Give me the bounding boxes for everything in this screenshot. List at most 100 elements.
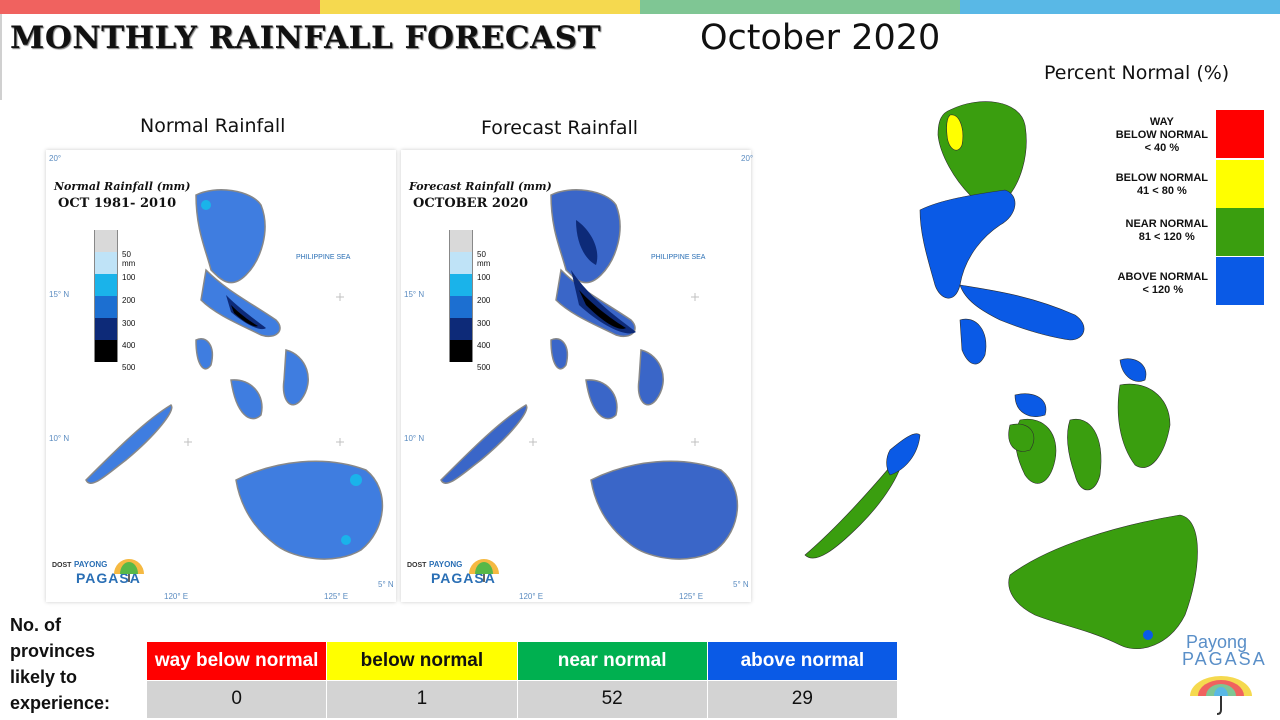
legend-swatch-blue: [1216, 257, 1264, 305]
dost-label: DOST: [52, 562, 72, 569]
provinces-count-row: 0 1 52 29: [145, 679, 899, 719]
category-near-normal: near normal: [516, 641, 708, 681]
scale-label-500: 500: [122, 363, 136, 372]
scale-label-300: 300: [477, 319, 491, 328]
mindanao: [590, 460, 739, 560]
normal-map-label: Normal Rainfall (mm): [54, 180, 191, 193]
title-divider: [0, 14, 2, 100]
top-bar-blue: [960, 0, 1280, 14]
logo-payong-text: Payong: [1186, 632, 1248, 652]
lat-label-20: 20°: [741, 154, 754, 163]
legend-label-way-below: WAY BELOW NORMAL < 40 %: [1115, 116, 1208, 154]
sea-label: PHILIPPINE SEA: [651, 254, 706, 261]
forecast-dark-north: [576, 220, 598, 265]
legend-swatch-yellow: [1216, 160, 1264, 208]
catanduanes-blue: [1119, 358, 1147, 382]
sea-label: PHILIPPINE SEA: [296, 254, 351, 261]
samar-leyte: [637, 349, 664, 406]
dost-label: DOST: [407, 562, 427, 569]
top-bar-red: [0, 0, 320, 14]
forecast-rainfall-map: Forecast Rainfall (mm) OCTOBER 2020 50 m…: [401, 150, 754, 602]
legend-label-near: NEAR NORMAL 81 < 120 %: [1125, 218, 1209, 243]
legend-below-normal: BELOW NORMAL 41 < 80 %: [1100, 160, 1280, 210]
lat-label-10: 10° N: [49, 434, 70, 443]
scale-label-300: 300: [122, 319, 136, 328]
page-title: MONTHLY RAINFALL FORECAST: [10, 20, 602, 56]
scale-label-400: 400: [477, 341, 491, 350]
scale-swatch-50: [449, 230, 473, 252]
lon-label-120: 120° E: [519, 592, 544, 601]
normal-light-spot-3: [341, 535, 351, 545]
mindanao: [235, 460, 384, 560]
panay-negros: [230, 379, 263, 420]
category-above-normal: above normal: [706, 641, 899, 681]
samar-leyte: [282, 349, 309, 406]
normal-map-graphic: [85, 189, 384, 560]
scale-swatch-50: [94, 230, 118, 252]
count-way-below-normal: 0: [145, 679, 328, 719]
lon-label-125: 125° E: [324, 592, 349, 601]
lat-label-15: 15° N: [404, 290, 425, 299]
scale-swatch-100: [94, 252, 118, 274]
luzon-landmass: [195, 189, 266, 284]
lon-label-125: 125° E: [679, 592, 704, 601]
category-way-below-normal: way below normal: [145, 641, 328, 681]
payong-label: PAYONG: [429, 560, 463, 569]
scale-swatch-200: [449, 274, 473, 296]
top-bar-yellow: [320, 0, 640, 14]
legend-label-above: ABOVE NORMAL < 120 %: [1117, 271, 1208, 296]
payong-label: PAYONG: [74, 560, 108, 569]
legend-swatch-green: [1216, 208, 1264, 256]
count-below-normal: 1: [326, 679, 518, 719]
scale-label-50: 50 mm: [122, 250, 136, 268]
percent-normal-title: Percent Normal (%): [1044, 62, 1230, 84]
lat-label-20: 20°: [49, 154, 62, 163]
forecast-dark-band: [571, 270, 636, 334]
legend-label-below: BELOW NORMAL 41 < 80 %: [1115, 172, 1208, 197]
scale-label-400: 400: [122, 341, 136, 350]
scale-label-200: 200: [122, 296, 136, 305]
lat-label-15: 15° N: [49, 290, 70, 299]
palawan: [85, 404, 173, 484]
panay-negros: [585, 379, 618, 420]
palawan-blue: [886, 433, 921, 476]
scale-swatch-300: [449, 296, 473, 318]
top-bar-green: [640, 0, 960, 14]
normal-light-spot-1: [201, 200, 211, 210]
provinces-header-row: way below normal below normal near norma…: [145, 641, 899, 681]
count-above-normal: 29: [706, 679, 899, 719]
forecast-map-graphic: [440, 189, 739, 560]
palawan: [440, 404, 528, 484]
scale-swatch-500: [94, 340, 118, 362]
lat-label-10: 10° N: [404, 434, 425, 443]
scale-swatch-500: [449, 340, 473, 362]
normal-rainfall-scale: 50 mm 100 200 300 400 500: [94, 230, 135, 372]
palawan-green: [804, 454, 903, 559]
mindoro-blue: [959, 318, 987, 365]
legend-near-normal: NEAR NORMAL 81 < 120 %: [1100, 208, 1280, 258]
logo-pagasa-text: PAGASA: [1182, 649, 1267, 669]
scale-label-100: 100: [477, 273, 491, 282]
mindanao-green: [1008, 514, 1198, 649]
legend-way-below-normal: WAY BELOW NORMAL < 40 %: [1100, 110, 1280, 160]
mindoro: [550, 338, 568, 370]
mindanao-blue-spot: [1143, 630, 1153, 640]
central-luzon-blue: [919, 189, 1016, 299]
visayas-green-2: [1067, 418, 1102, 491]
southern-luzon-blue: [959, 284, 1085, 341]
scale-label-100: 100: [122, 273, 136, 282]
legend-swatch-red: [1216, 110, 1264, 158]
month-title: October 2020: [700, 18, 941, 58]
normal-rainfall-map: Normal Rainfall (mm) OCT 1981- 2010 50 m…: [46, 150, 396, 602]
provinces-table: way below normal below normal near norma…: [145, 641, 899, 719]
samar-leyte-green: [1117, 383, 1171, 468]
normal-dark-band: [226, 295, 266, 330]
ilocos-yellow: [946, 114, 964, 151]
payong-pagasa-logo: Payong PAGASA: [1180, 632, 1280, 718]
forecast-rainfall-title: Forecast Rainfall: [481, 117, 639, 139]
scale-swatch-100: [449, 252, 473, 274]
scale-label-200: 200: [477, 296, 491, 305]
normal-rainfall-title: Normal Rainfall: [140, 115, 286, 137]
top-color-bar: [0, 0, 1280, 14]
payong-pagasa-small-logo: DOST PAYONG PAGASA: [407, 558, 507, 602]
